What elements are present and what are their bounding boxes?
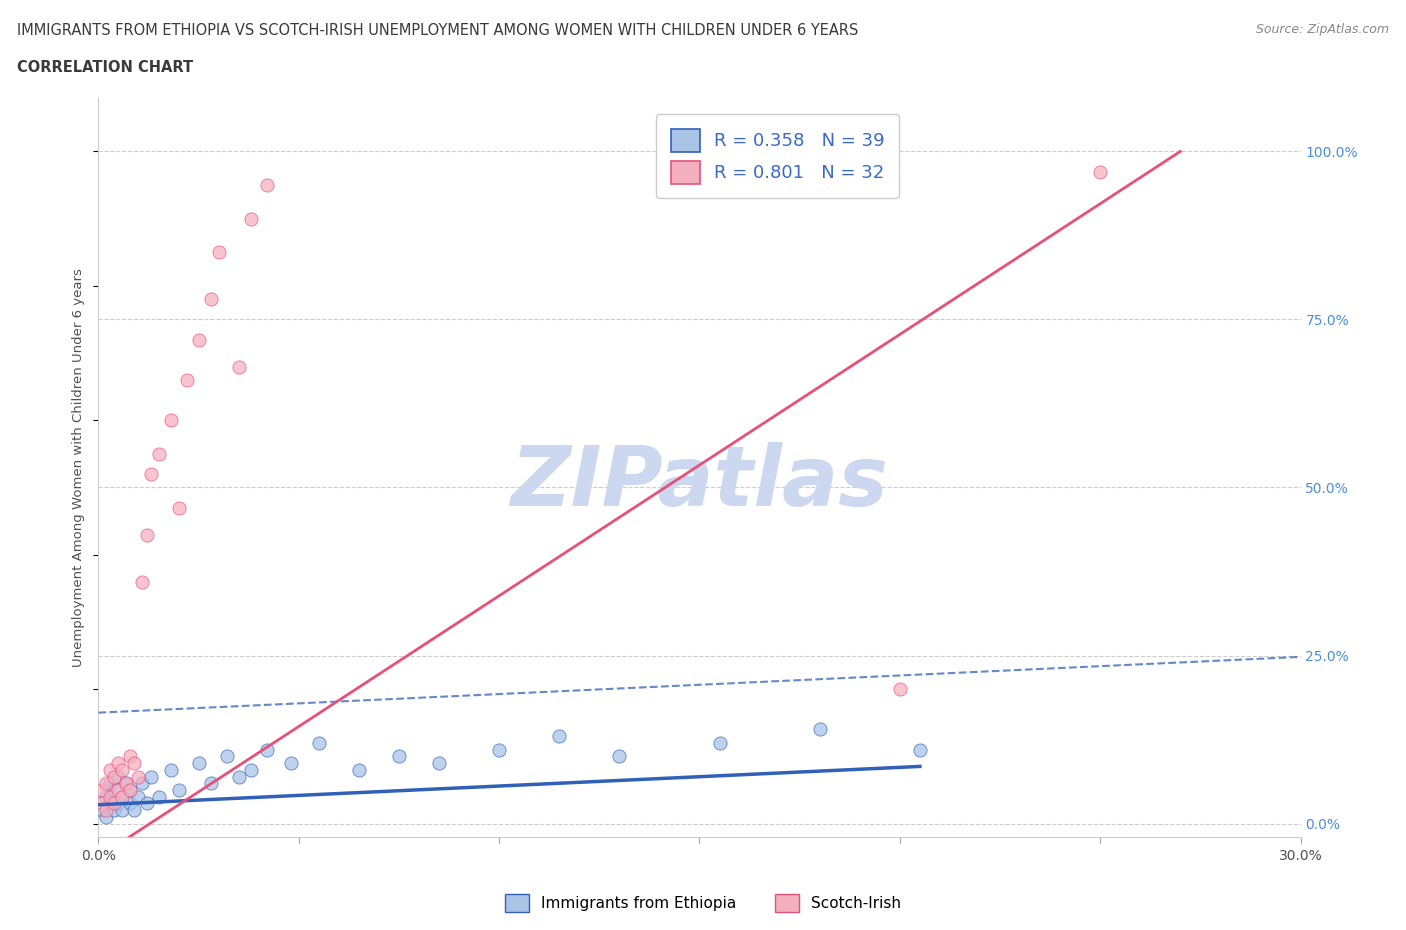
Point xyxy=(124,755,146,770)
Point xyxy=(103,796,125,811)
Point xyxy=(347,763,370,777)
Y-axis label: Unemployment Among Women with Children Under 6 years: Unemployment Among Women with Children U… xyxy=(72,268,86,667)
Text: IMMIGRANTS FROM ETHIOPIA VS SCOTCH-IRISH UNEMPLOYMENT AMONG WOMEN WITH CHILDREN : IMMIGRANTS FROM ETHIOPIA VS SCOTCH-IRISH… xyxy=(17,23,858,38)
Point xyxy=(115,776,138,790)
Point xyxy=(100,763,122,777)
Point xyxy=(107,782,129,797)
Point xyxy=(308,736,330,751)
Point xyxy=(159,763,181,777)
Point xyxy=(427,755,450,770)
Point xyxy=(208,245,231,259)
Point xyxy=(120,782,142,797)
Point xyxy=(215,749,238,764)
Point xyxy=(96,776,118,790)
Point xyxy=(256,178,278,193)
Point xyxy=(228,769,250,784)
Point xyxy=(256,742,278,757)
Point xyxy=(120,749,142,764)
Point xyxy=(111,763,134,777)
Point xyxy=(103,769,125,784)
Point xyxy=(139,769,162,784)
Point xyxy=(148,446,170,461)
Point xyxy=(135,796,157,811)
Point xyxy=(120,782,142,797)
Point xyxy=(100,790,122,804)
Point xyxy=(187,332,209,347)
Point xyxy=(96,809,118,824)
Point xyxy=(200,776,222,790)
Point xyxy=(1088,164,1111,179)
Point xyxy=(107,796,129,811)
Text: ZIPatlas: ZIPatlas xyxy=(510,442,889,523)
Point xyxy=(96,790,118,804)
Point xyxy=(111,790,134,804)
Point xyxy=(103,782,125,797)
Point xyxy=(488,742,510,757)
Point xyxy=(131,776,153,790)
Point xyxy=(91,782,114,797)
Point xyxy=(239,763,262,777)
Point xyxy=(124,803,146,817)
Point xyxy=(239,211,262,226)
Legend: R = 0.358   N = 39, R = 0.801   N = 32: R = 0.358 N = 39, R = 0.801 N = 32 xyxy=(657,114,898,198)
Point xyxy=(135,527,157,542)
Point xyxy=(159,413,181,428)
Point xyxy=(176,373,198,388)
Point xyxy=(808,722,831,737)
Point xyxy=(103,803,125,817)
Point xyxy=(107,769,129,784)
Point xyxy=(100,796,122,811)
Point xyxy=(548,729,571,744)
Point xyxy=(111,790,134,804)
Point xyxy=(200,292,222,307)
Point xyxy=(908,742,931,757)
Point xyxy=(709,736,731,751)
Point xyxy=(120,796,142,811)
Text: CORRELATION CHART: CORRELATION CHART xyxy=(17,60,193,75)
Point xyxy=(100,776,122,790)
Point xyxy=(388,749,411,764)
Point xyxy=(115,776,138,790)
Point xyxy=(128,769,150,784)
Point xyxy=(167,782,190,797)
Point xyxy=(111,803,134,817)
Point xyxy=(96,803,118,817)
Text: Source: ZipAtlas.com: Source: ZipAtlas.com xyxy=(1256,23,1389,36)
Point xyxy=(187,755,209,770)
Point xyxy=(91,796,114,811)
Point xyxy=(128,790,150,804)
Point xyxy=(228,359,250,374)
Point xyxy=(889,682,911,697)
Point xyxy=(148,790,170,804)
Point xyxy=(139,467,162,482)
Point xyxy=(609,749,631,764)
Point xyxy=(167,500,190,515)
Point xyxy=(280,755,302,770)
Point xyxy=(91,803,114,817)
Legend: Immigrants from Ethiopia, Scotch-Irish: Immigrants from Ethiopia, Scotch-Irish xyxy=(499,888,907,918)
Point xyxy=(107,755,129,770)
Point xyxy=(131,574,153,589)
